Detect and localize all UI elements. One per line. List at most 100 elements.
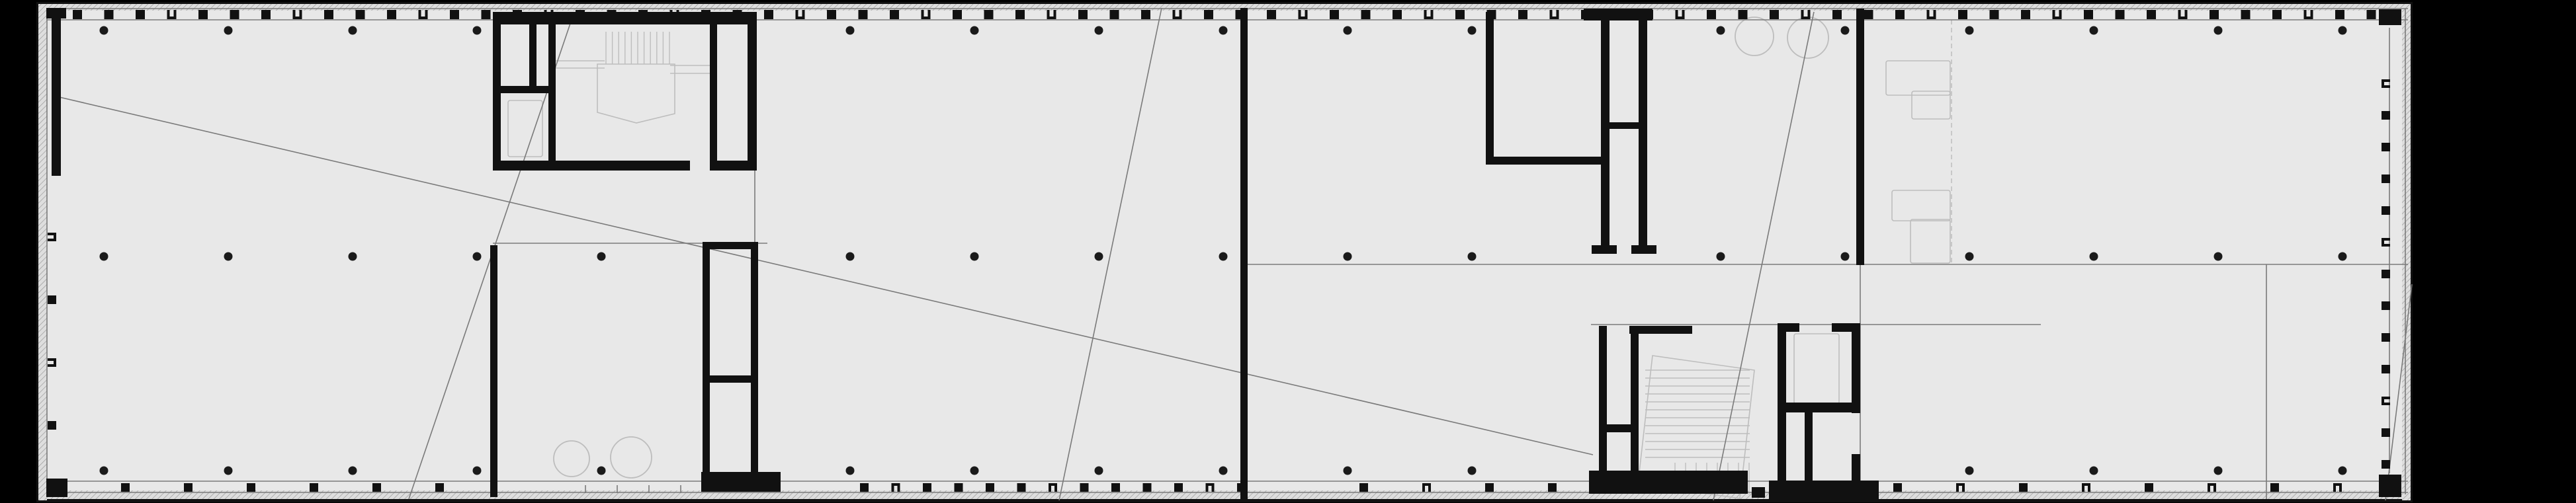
column-dot xyxy=(1965,466,1974,475)
bottom-facade-mullions-center xyxy=(897,483,900,492)
drawing-paper xyxy=(36,2,2413,502)
bottom-facade-mullions-east2 xyxy=(2088,483,2090,492)
wall-segment xyxy=(1589,471,1748,494)
bottom-facade-mullions-center xyxy=(1017,483,1026,492)
right-facade-mullions xyxy=(2382,238,2390,241)
top-facade-mullions xyxy=(2178,17,2188,19)
top-facade-mullions xyxy=(450,10,459,19)
column-dot xyxy=(2213,252,2223,261)
left-facade-mullions xyxy=(48,358,56,361)
wall-segment xyxy=(1599,326,1607,473)
column-dot xyxy=(348,252,357,261)
column-dot xyxy=(1343,26,1352,35)
top-facade-mullions xyxy=(1958,10,1967,19)
left-facade-mullions xyxy=(48,239,56,241)
right-facade-mullions xyxy=(2382,79,2384,88)
top-facade-mullions xyxy=(2241,10,2251,19)
bottom-facade-mullions-east1 xyxy=(1422,483,1431,486)
right-facade-mullions xyxy=(2382,397,2384,405)
bottom-facade-mullions-west xyxy=(310,483,318,492)
column-dot xyxy=(2338,26,2347,35)
right-facade-mullions xyxy=(2382,244,2390,247)
top-facade-mullions xyxy=(355,10,365,19)
top-facade-mullions xyxy=(1047,10,1050,19)
top-facade-mullions xyxy=(1361,10,1371,19)
wall-segment xyxy=(493,161,690,171)
top-facade-mullions xyxy=(1204,10,1213,19)
top-facade-mullions xyxy=(953,10,962,19)
right-facade-mullions xyxy=(2382,365,2390,373)
bottom-facade-mullions-east2 xyxy=(2082,483,2090,486)
top-facade-mullions xyxy=(1549,10,1553,19)
top-facade-mullions xyxy=(1933,10,1936,19)
top-facade-mullions xyxy=(73,10,82,19)
bottom-facade-mullions-east1 xyxy=(1422,483,1425,492)
round-column-outline xyxy=(1735,17,1774,56)
right-facade-mullions xyxy=(2382,85,2390,88)
top-facade-mullions xyxy=(544,10,547,19)
top-facade-mullions xyxy=(1832,10,1842,19)
wall-segment xyxy=(2379,9,2401,25)
bottom-facade-mullions-east2 xyxy=(2339,483,2342,492)
top-facade-mullions xyxy=(2052,17,2062,19)
wall-segment xyxy=(703,242,758,249)
right-facade-mullions xyxy=(2382,301,2390,310)
wall-segment xyxy=(703,375,758,383)
top-facade-mullions xyxy=(550,10,554,19)
right-facade-mullions xyxy=(2382,460,2390,469)
bottom-facade-mullions-east1 xyxy=(1428,483,1431,492)
top-facade-mullions xyxy=(1864,10,1873,19)
column-dot xyxy=(1094,26,1103,35)
top-facade-mullions xyxy=(984,10,994,19)
top-facade-mullions xyxy=(1078,10,1088,19)
wall-segment xyxy=(748,12,757,171)
wall-segment xyxy=(1805,412,1813,490)
wall-segment xyxy=(1769,481,1879,500)
wall-segment xyxy=(1601,122,1647,129)
bottom-facade-mullions-east2 xyxy=(1893,483,1902,492)
top-facade-mullions xyxy=(2303,17,2313,19)
top-facade-mullions xyxy=(1675,17,1685,19)
column-dot xyxy=(2338,252,2347,261)
thin-line xyxy=(1713,11,1815,501)
left-facade-mullions xyxy=(48,233,56,235)
top-facade-mullions xyxy=(1926,10,1930,19)
column-dot xyxy=(224,252,233,261)
bottom-facade-mullions-center xyxy=(860,483,869,492)
top-facade-mullions xyxy=(2147,10,2156,19)
wall-segment xyxy=(1631,330,1639,473)
top-facade-mullions xyxy=(1518,10,1527,19)
column-dot xyxy=(1219,466,1228,475)
top-facade-mullions xyxy=(1172,10,1176,19)
column-dot xyxy=(2213,26,2223,35)
top-facade-mullions xyxy=(607,10,617,19)
facade-hatch-strip xyxy=(42,4,2408,11)
top-facade-mullions xyxy=(2272,10,2282,19)
left-facade-mullions xyxy=(54,233,56,241)
wall-segment xyxy=(1601,16,1610,254)
top-facade-mullions xyxy=(544,17,554,19)
column-dot xyxy=(1343,466,1352,475)
column-dot xyxy=(970,252,979,261)
top-facade-mullions xyxy=(292,17,302,19)
top-facade-mullions xyxy=(795,17,805,19)
top-facade-mullions xyxy=(1989,10,1999,19)
left-facade-mullions xyxy=(48,421,56,430)
top-facade-mullions xyxy=(2178,10,2181,19)
column-dot xyxy=(224,26,233,35)
top-facade-mullions xyxy=(1455,10,1465,19)
column-dot xyxy=(1467,252,1477,261)
column-dot xyxy=(1219,26,1228,35)
top-facade-mullions xyxy=(1644,10,1653,19)
top-facade-mullions xyxy=(1235,10,1245,19)
bottom-facade-mullions-east1 xyxy=(1485,483,1494,492)
top-facade-mullions xyxy=(387,10,396,19)
bottom-facade-mullions-east2 xyxy=(2208,483,2216,486)
wall-segment xyxy=(493,12,755,24)
bottom-facade-mullions-center xyxy=(1237,483,1246,492)
column-dot xyxy=(472,26,482,35)
right-facade-mullions xyxy=(2382,333,2390,342)
top-facade-mullions xyxy=(2210,10,2219,19)
bottom-facade-mullions-center xyxy=(1142,483,1152,492)
